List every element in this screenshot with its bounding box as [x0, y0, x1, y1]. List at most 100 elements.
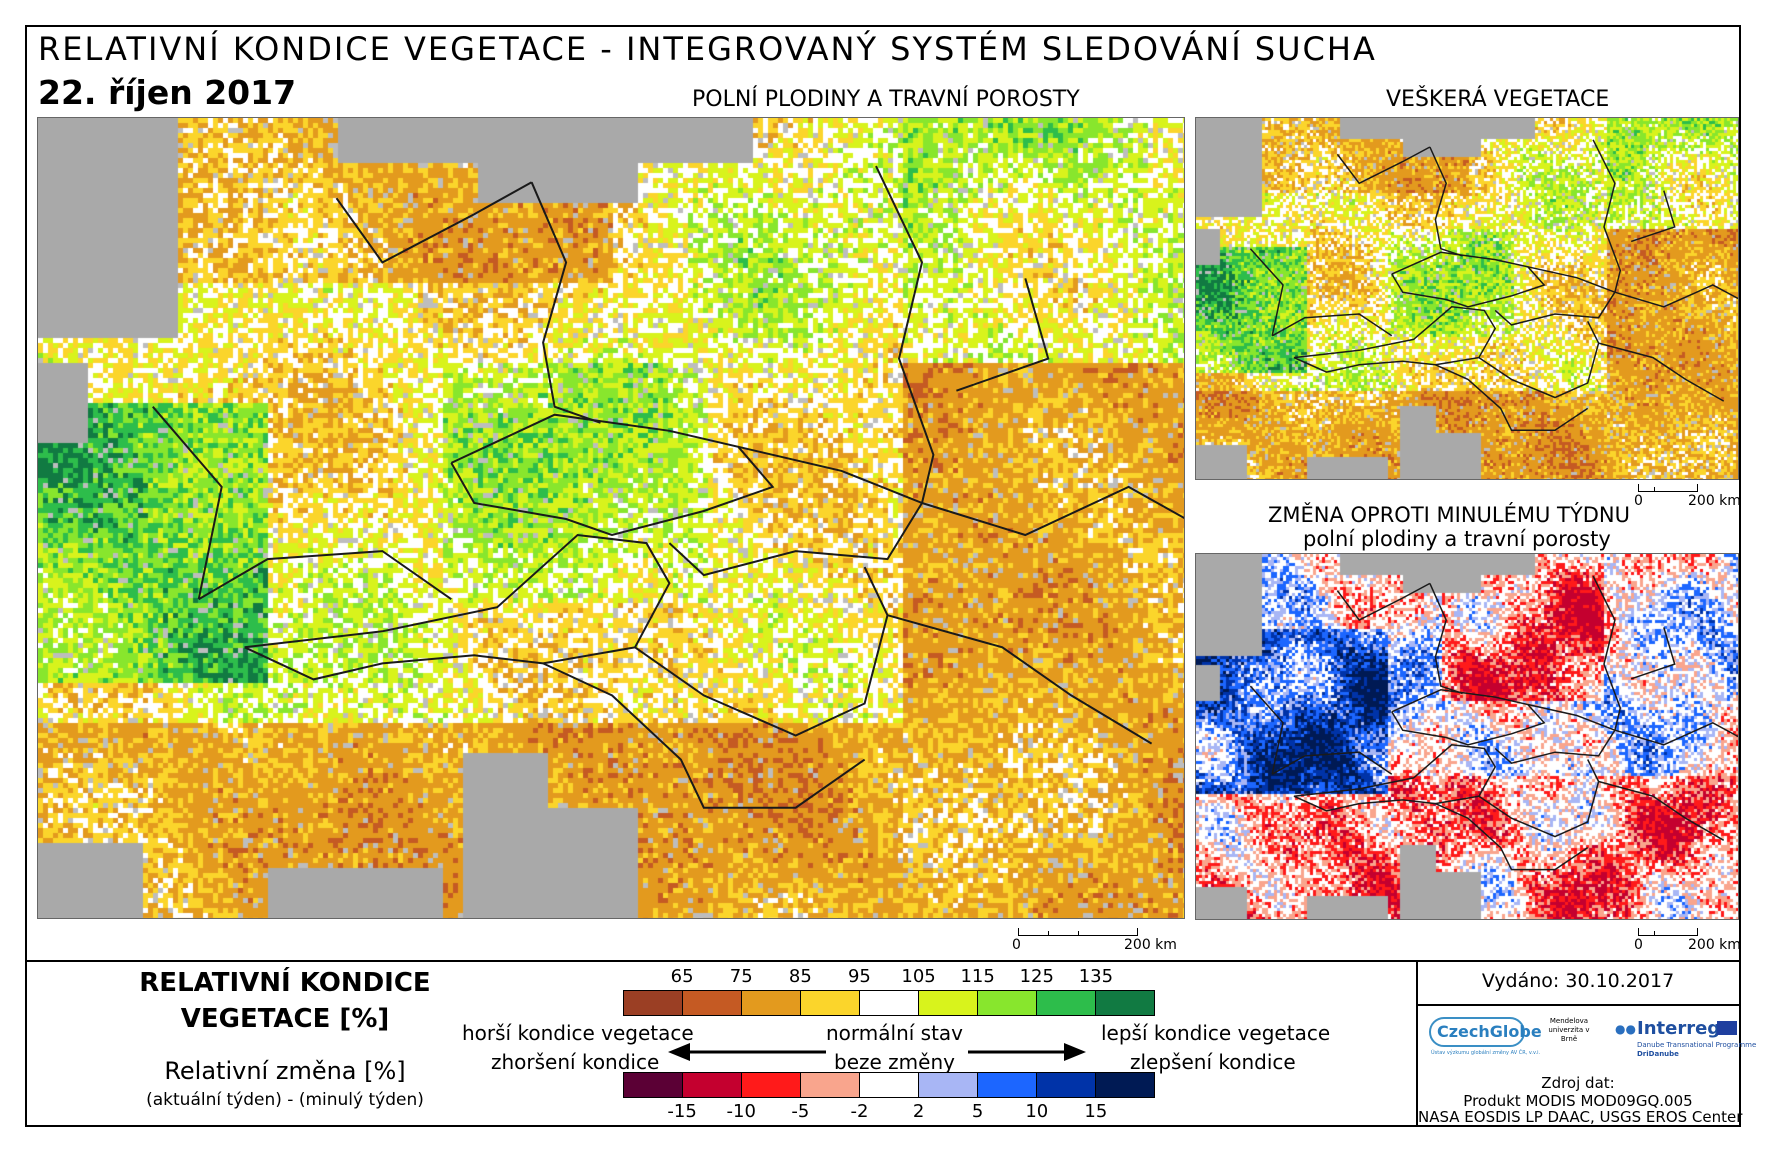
- country-border: [1630, 627, 1676, 680]
- mendelu-logo: Mendelova univerzita v Brně: [1548, 1017, 1590, 1043]
- normal-state-label: normální stav: [826, 1021, 964, 1045]
- country-border: [1592, 139, 1622, 293]
- change-swatch: [1037, 1073, 1096, 1097]
- country-border: [1478, 320, 1600, 399]
- country-border: [921, 485, 1184, 537]
- country-border: [634, 566, 889, 737]
- change-scale-bar: 0 200 km: [1634, 928, 1744, 958]
- condition-swatch: [1037, 991, 1096, 1015]
- country-border: [1293, 306, 1497, 373]
- country-border: [1614, 721, 1738, 746]
- country-border: [1391, 251, 1546, 308]
- country-border: [1478, 759, 1600, 838]
- condition-swatch: [1096, 991, 1154, 1015]
- czechglobe-logo: CzechGlobe Ústav výzkumu globální změny …: [1425, 1015, 1545, 1059]
- improvement-label: zlepšení kondice: [1130, 1050, 1296, 1074]
- eu-flag-icon: [1717, 1021, 1737, 1035]
- condition-tick-label: 65: [670, 966, 694, 987]
- country-border: [1435, 802, 1589, 871]
- country-border: [1271, 313, 1393, 337]
- country-border: [1592, 575, 1622, 731]
- change-tick-label: -2: [850, 1101, 869, 1122]
- country-border: [244, 533, 671, 681]
- main-title: RELATIVNÍ KONDICE VEGETACE - INTEGROVANÝ…: [38, 30, 1377, 68]
- legend-title: RELATIVNÍ KONDICE VEGETACE [%]: [139, 968, 431, 1034]
- worsening-label: zhoršení kondice: [491, 1050, 660, 1074]
- country-border: [1391, 689, 1546, 746]
- change-legend-note: (aktuální týden) - (minulý týden): [146, 1090, 424, 1110]
- source-line-2: NASA EOSDIS LP DAAC, USGS EROS Center: [1418, 1108, 1743, 1126]
- change-tick-label: 10: [1025, 1101, 1049, 1122]
- country-border: [1249, 685, 1284, 775]
- condition-tick-label: 75: [729, 966, 753, 987]
- condition-swatch: [860, 991, 919, 1015]
- country-border: [1293, 744, 1497, 812]
- weekly-change-title: ZMĚNA OPROTI MINULÉMU TÝDNU: [1268, 503, 1630, 527]
- change-swatch: [860, 1073, 919, 1097]
- condition-swatch: [683, 991, 742, 1015]
- worse-condition-label: horší kondice vegetace: [462, 1021, 694, 1045]
- change-swatch: [683, 1073, 742, 1097]
- source-title: Zdroj dat:: [1541, 1074, 1615, 1092]
- condition-tick-label: 95: [847, 966, 871, 987]
- source-line-1: Produkt MODIS MOD09GQ.005: [1463, 1092, 1693, 1110]
- weekly-change-subtitle: polní plodiny a travní porosty: [1303, 527, 1611, 551]
- condition-swatch: [801, 991, 860, 1015]
- country-border: [1598, 342, 1725, 402]
- country-borders: [152, 165, 1184, 809]
- change-tick-label: -15: [667, 1101, 697, 1122]
- main-map-title: POLNÍ PLODINY A TRAVNÍ POROSTY: [692, 87, 1080, 112]
- condition-swatch: [978, 991, 1037, 1015]
- condition-colorbar: [623, 990, 1155, 1016]
- divider: [1416, 960, 1418, 1125]
- condition-tick-label: 105: [901, 966, 936, 987]
- interreg-logo: ●● Interreg Danube Transnational Program…: [1615, 1018, 1757, 1058]
- condition-swatch: [919, 991, 978, 1015]
- country-border: [542, 662, 866, 809]
- country-borders-small: [1249, 139, 1738, 431]
- condition-tick-label: 115: [960, 966, 995, 987]
- country-border: [530, 181, 601, 424]
- condition-tick-label: 125: [1019, 966, 1054, 987]
- divider: [1417, 1004, 1739, 1006]
- country-border: [450, 413, 775, 537]
- country-border: [152, 406, 223, 600]
- arrow-left-icon: [668, 1043, 826, 1061]
- all-vegetation-map: [1195, 117, 1739, 480]
- change-tick-label: 2: [912, 1101, 925, 1122]
- no-change-label: beze změny: [834, 1050, 955, 1074]
- change-tick-label: 15: [1084, 1101, 1108, 1122]
- change-tick-label: 5: [971, 1101, 984, 1122]
- country-border: [1271, 751, 1393, 775]
- change-swatch: [1096, 1073, 1154, 1097]
- country-border: [668, 445, 924, 577]
- divider: [27, 960, 1739, 962]
- condition-swatch: [624, 991, 683, 1015]
- arrow-right-icon: [968, 1043, 1086, 1061]
- change-tick-label: -5: [791, 1101, 810, 1122]
- change-swatch: [978, 1073, 1037, 1097]
- all-vegetation-title: VEŠKERÁ VEGETACE: [1386, 87, 1610, 112]
- country-border: [1336, 146, 1431, 185]
- condition-tick-label: 85: [788, 966, 812, 987]
- condition-swatch: [742, 991, 801, 1015]
- country-border: [1429, 583, 1463, 695]
- country-border: [956, 278, 1050, 392]
- country-border: [335, 181, 533, 264]
- weekly-change-map: [1195, 553, 1739, 920]
- country-border: [1336, 582, 1431, 622]
- date-label: 22. říjen 2017: [38, 73, 297, 112]
- country-border: [1614, 284, 1738, 308]
- poster-frame: [25, 25, 1741, 1127]
- change-colorbar: [623, 1072, 1155, 1098]
- country-border: [875, 165, 935, 504]
- main-condition-map: [37, 117, 1185, 919]
- better-condition-label: lepší kondice vegetace: [1101, 1021, 1331, 1045]
- country-borders-change: [1249, 575, 1738, 871]
- country-border: [1249, 248, 1284, 336]
- country-border: [1435, 364, 1589, 431]
- country-border: [1598, 780, 1725, 841]
- country-border: [1494, 266, 1617, 326]
- change-legend-title: Relativní změna [%]: [164, 1057, 406, 1085]
- issued-date: Vydáno: 30.10.2017: [1481, 970, 1675, 992]
